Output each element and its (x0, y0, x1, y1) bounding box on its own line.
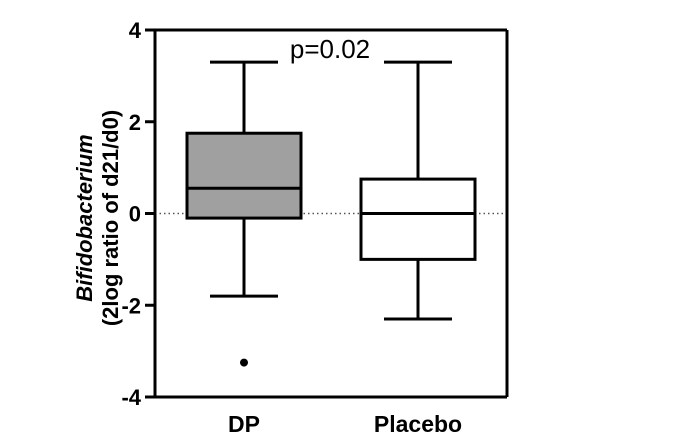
y-tick-label-3: 2 (129, 110, 141, 135)
y-tick-label-1: -2 (121, 293, 141, 318)
x-tick-label-placebo: Placebo (374, 411, 462, 437)
x-tick-label-dp: DP (228, 411, 260, 437)
y-tick-label-0: -4 (121, 385, 141, 410)
y-tick-label-4: 4 (129, 18, 142, 43)
outlier-point-dp-0 (240, 358, 248, 367)
y-axis-title-units-text: (2log ratio of d21/d0) (98, 110, 123, 326)
y-axis-title-units: (2log ratio of d21/d0) (98, 110, 123, 326)
box-placebo (359, 177, 477, 261)
box-dp (185, 131, 303, 220)
y-axis-title: Bifidobacterium (72, 134, 97, 301)
p-value-annotation: p=0.02 (290, 34, 370, 64)
y-axis-title-italic: Bifidobacterium (72, 134, 97, 301)
y-tick-label-2: 0 (129, 202, 141, 227)
